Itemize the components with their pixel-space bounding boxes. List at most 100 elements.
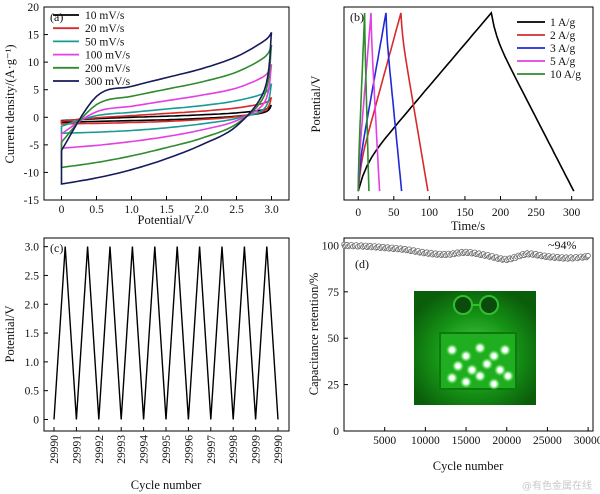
x-tick-label: 10000 bbox=[411, 435, 440, 447]
y-tick-label: 2.5 bbox=[25, 270, 40, 282]
led-core bbox=[485, 362, 489, 366]
panel-c-curve bbox=[53, 246, 279, 420]
y-tick-label: 100 bbox=[322, 240, 340, 252]
cv-curve-50-mv-s bbox=[60, 83, 273, 135]
x-tick-label: 1.5 bbox=[159, 204, 174, 216]
panel-d-retention-points bbox=[341, 241, 591, 263]
led-core bbox=[456, 364, 460, 368]
panel-b-ticks: 0 50 100 150 200 250 300 bbox=[355, 196, 581, 219]
panel-a-ticks: 0 0.5 1.0 1.5 2.0 2.5 3.0 -15 -10 -5 0 5 10 15 20 bbox=[24, 2, 279, 216]
panel-d: (d) 5000 10000 15000 20000 25000 30000 0 25 50 75… bbox=[307, 237, 600, 473]
led-core bbox=[478, 346, 482, 350]
led-core bbox=[498, 368, 502, 372]
panel-d-annotation: ~94% bbox=[548, 238, 577, 252]
y-tick-label: 0.5 bbox=[25, 386, 40, 398]
y-tick-label: 20 bbox=[28, 2, 40, 14]
panel-a-curves bbox=[60, 31, 273, 185]
y-tick-label: 50 bbox=[328, 333, 340, 345]
panel-c: (c) 0 0.5 1.0 1.5 2.0 2.5 3.0 29990 29991 29992 29… bbox=[3, 237, 290, 492]
panel-b: (b) 0 50 100 150 200 250 300 1 A/g2 A/g3 A/g5 … bbox=[309, 6, 594, 233]
panel-a-frame bbox=[43, 6, 290, 201]
x-tick-label: 0 bbox=[59, 204, 65, 216]
legend-label: 200 mV/s bbox=[85, 63, 131, 75]
panel-a: (a) 0 0.5 1.0 1.5 2.0 2.5 3.0 -15 -10 -5 0 5 10 15 20 … bbox=[3, 2, 290, 227]
x-tick-label: 50 bbox=[388, 207, 400, 219]
x-tick-label: 15000 bbox=[452, 435, 481, 447]
panel-b-frame bbox=[343, 6, 594, 201]
x-tick-label: 2.5 bbox=[229, 204, 244, 216]
led-core bbox=[450, 348, 454, 352]
x-tick-label: 2.0 bbox=[194, 204, 209, 216]
y-tick-label: 10 bbox=[28, 57, 40, 69]
watermark: @有色金属在线 bbox=[522, 479, 592, 492]
y-tick-label: 2.0 bbox=[25, 299, 40, 311]
supercap-left bbox=[453, 295, 473, 315]
x-tick-label: 29995 bbox=[161, 435, 173, 464]
x-tick-label: 3.0 bbox=[264, 204, 279, 216]
led-core bbox=[492, 354, 496, 358]
y-tick-label: 15 bbox=[28, 30, 40, 42]
x-tick-label: 29999 bbox=[251, 435, 263, 464]
cv-curve-20-mv-s bbox=[60, 96, 273, 125]
panel-b-label: (b) bbox=[350, 10, 364, 24]
panel-c-ylabel: Potential/V bbox=[3, 306, 17, 363]
panel-b-ylabel: Potential/V bbox=[309, 76, 323, 133]
cv-curve-10-mv-s bbox=[60, 104, 273, 123]
cv-curve-200-mv-s bbox=[60, 44, 273, 169]
panel-a-ylabel: Current density/(A·g⁻¹) bbox=[3, 44, 17, 163]
y-tick-label: -15 bbox=[24, 195, 40, 207]
y-tick-label: -5 bbox=[29, 140, 39, 152]
led-core bbox=[478, 374, 482, 378]
panel-c-ticks: 0 0.5 1.0 1.5 2.0 2.5 3.0 29990 29991 29992 29993 2… bbox=[25, 242, 285, 464]
led-core bbox=[470, 368, 474, 372]
x-tick-label: 29990 bbox=[273, 435, 285, 464]
retention-point bbox=[585, 252, 591, 259]
panel-d-label: (d) bbox=[355, 257, 369, 271]
panel-c-xlabel: Cycle number bbox=[131, 478, 202, 492]
x-tick-label: 29990 bbox=[49, 435, 61, 464]
x-tick-label: 29992 bbox=[94, 435, 106, 464]
led-core bbox=[450, 376, 454, 380]
x-tick-label: 0 bbox=[355, 207, 361, 219]
legend-label: 100 mV/s bbox=[85, 50, 131, 62]
y-tick-label: 25 bbox=[328, 380, 340, 392]
panel-a-xlabel: Potential/V bbox=[138, 213, 195, 227]
panel-d-xlabel: Cycle number bbox=[433, 459, 504, 473]
x-tick-label: 29997 bbox=[206, 435, 218, 464]
legend-label: 10 mV/s bbox=[85, 10, 125, 22]
panel-d-ticks: 5000 10000 15000 20000 25000 30000 0 25 50 75 100 bbox=[322, 240, 600, 447]
gcd-curve-1-a-g bbox=[357, 11, 575, 192]
y-tick-label: 0 bbox=[333, 426, 339, 438]
led-board-photo bbox=[414, 291, 536, 405]
x-tick-label: 29993 bbox=[116, 435, 128, 464]
x-tick-label: 0.5 bbox=[89, 204, 104, 216]
x-tick-label: 300 bbox=[563, 207, 581, 219]
x-tick-label: 20000 bbox=[492, 435, 521, 447]
legend-label: 1 A/g bbox=[550, 17, 575, 29]
legend-label: 3 A/g bbox=[550, 43, 575, 55]
x-tick-label: 150 bbox=[456, 207, 474, 219]
y-tick-label: 3.0 bbox=[25, 242, 40, 254]
legend-label: 50 mV/s bbox=[85, 36, 125, 48]
x-tick-label: 250 bbox=[527, 207, 545, 219]
x-tick-label: 29994 bbox=[139, 435, 151, 464]
led-core bbox=[464, 380, 468, 384]
cycling-curve bbox=[53, 246, 279, 420]
legend-label: 5 A/g bbox=[550, 56, 575, 68]
panel-d-frame bbox=[343, 237, 594, 432]
cv-curve-100-mv-s bbox=[60, 63, 273, 150]
led-core bbox=[492, 382, 496, 386]
y-tick-label: -10 bbox=[24, 167, 40, 179]
led-array bbox=[446, 342, 514, 390]
x-tick-label: 29991 bbox=[71, 435, 83, 464]
panel-c-label: (c) bbox=[50, 241, 63, 255]
y-tick-label: 5 bbox=[33, 85, 39, 97]
y-tick-label: 0 bbox=[33, 414, 39, 426]
legend-label: 20 mV/s bbox=[85, 23, 125, 35]
legend-label: 2 A/g bbox=[550, 30, 575, 42]
x-tick-label: 200 bbox=[492, 207, 510, 219]
x-tick-label: 5000 bbox=[373, 435, 396, 447]
y-tick-label: 1.5 bbox=[25, 328, 40, 340]
